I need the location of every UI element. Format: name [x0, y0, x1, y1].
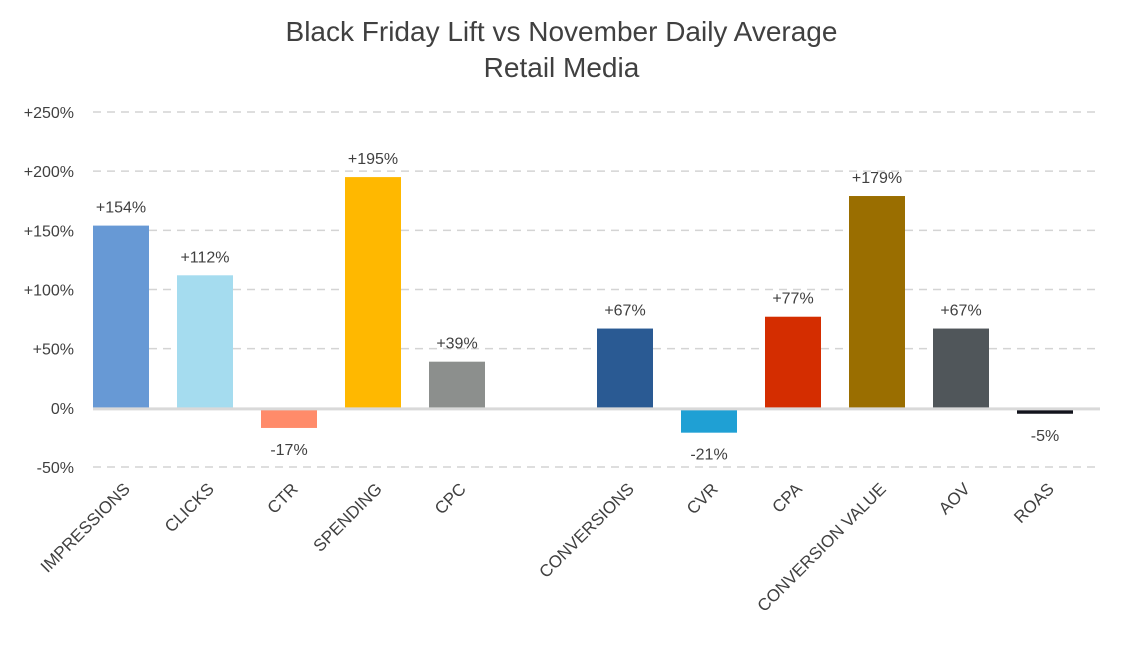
- data-label: -21%: [690, 447, 727, 464]
- bar: [849, 196, 905, 408]
- bar: [765, 316, 821, 408]
- bar: [933, 328, 989, 408]
- category-label: CVR: [683, 479, 722, 518]
- bar: [597, 328, 653, 408]
- category-labels: IMPRESSIONS CLICKS CTR SPENDING CPC CONVERSIO…: [37, 479, 1058, 616]
- bars: [93, 177, 1073, 433]
- category-label: IMPRESSIONS: [37, 479, 134, 576]
- data-labels: +154% +112% -17% +195% +39% +67% -21% +77% +179%…: [96, 151, 1059, 464]
- category-label: ROAS: [1010, 479, 1058, 527]
- category-label: AOV: [935, 479, 974, 518]
- data-label: +112%: [180, 249, 229, 266]
- data-label: +67%: [940, 303, 981, 320]
- data-label: +154%: [96, 200, 146, 217]
- bar: [261, 409, 317, 428]
- y-tick-label: +100%: [24, 283, 74, 300]
- category-label: CLICKS: [161, 479, 218, 536]
- bar: [93, 225, 149, 408]
- category-label: CONVERSIONS: [536, 479, 638, 581]
- chart-title: Black Friday Lift vs November Daily Aver…: [285, 16, 838, 47]
- chart-title-block: Black Friday Lift vs November Daily Aver…: [0, 14, 1123, 86]
- gridlines: [93, 111, 1100, 468]
- chart-subtitle: Retail Media: [483, 52, 640, 83]
- category-label: CTR: [264, 479, 302, 517]
- y-tick-label: -50%: [37, 460, 74, 477]
- bar: [681, 409, 737, 433]
- bar: [429, 361, 485, 408]
- bar: [345, 177, 401, 408]
- data-label: -5%: [1031, 428, 1059, 445]
- y-tick-label: +200%: [24, 164, 74, 181]
- y-tick-label: +250%: [24, 105, 74, 122]
- data-label: +39%: [436, 336, 477, 353]
- y-tick-label: 0%: [51, 401, 74, 418]
- bar: [177, 275, 233, 408]
- category-label: SPENDING: [310, 479, 386, 555]
- data-label: +179%: [852, 170, 902, 187]
- data-label: +77%: [772, 291, 813, 308]
- data-label: -17%: [270, 442, 307, 459]
- data-label: +67%: [604, 303, 645, 320]
- y-tick-label: +50%: [33, 342, 74, 359]
- category-label: CPC: [431, 479, 470, 518]
- y-axis-ticks: -50% 0% +50% +100% +150% +200% +250%: [24, 105, 74, 477]
- y-tick-label: +150%: [24, 223, 74, 240]
- bar: [1017, 409, 1073, 414]
- data-label: +195%: [348, 151, 398, 168]
- category-label: CPA: [769, 479, 807, 517]
